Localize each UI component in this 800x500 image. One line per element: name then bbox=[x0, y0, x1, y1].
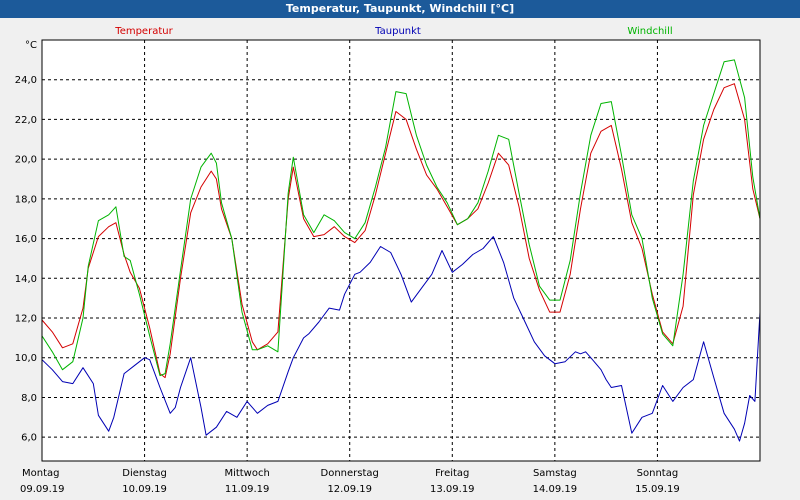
x-tick-weekday: Samstag bbox=[533, 468, 577, 479]
windchill-line bbox=[41, 59, 761, 377]
legend-temperatur: Temperatur bbox=[114, 26, 173, 37]
temperature-line bbox=[41, 83, 761, 379]
x-tick-date: 11.09.19 bbox=[225, 484, 270, 495]
legend: Temperatur Taupunkt Windchill bbox=[114, 26, 672, 37]
y-tick-label: 8,0 bbox=[21, 393, 37, 404]
y-tick-label: 14,0 bbox=[15, 274, 37, 285]
x-tick-weekday: Freitag bbox=[435, 468, 469, 479]
plot-background bbox=[42, 40, 760, 461]
y-tick-label: 16,0 bbox=[15, 234, 37, 245]
y-tick-label: 22,0 bbox=[15, 115, 37, 126]
legend-taupunkt: Taupunkt bbox=[374, 26, 421, 37]
y-tick-labels: 6,0 8,0 10,0 12,0 14,0 16,0 18,0 20,0 22,0 24,0 bbox=[15, 75, 37, 443]
x-tick-labels: Montag 09.09.19 Dienstag 10.09.19 Mittwoch 11… bbox=[20, 468, 680, 495]
x-tick-weekday: Montag bbox=[22, 468, 59, 479]
y-tick-label: 24,0 bbox=[15, 75, 37, 86]
x-tick-weekday: Donnerstag bbox=[321, 468, 379, 479]
x-tick-date: 14.09.19 bbox=[533, 484, 578, 495]
dewpoint-line bbox=[41, 236, 761, 442]
y-tick-label: 6,0 bbox=[21, 433, 37, 444]
x-tick-weekday: Dienstag bbox=[122, 468, 167, 479]
series-lines bbox=[41, 59, 761, 442]
x-tick-date: 09.09.19 bbox=[20, 484, 65, 495]
x-tick-weekday: Sonntag bbox=[637, 468, 679, 479]
x-tick-weekday: Mittwoch bbox=[224, 468, 269, 479]
x-tick-date: 13.09.19 bbox=[430, 484, 475, 495]
legend-windchill: Windchill bbox=[627, 26, 672, 37]
y-axis-label: °C bbox=[25, 40, 37, 51]
plot-frame bbox=[41, 39, 761, 462]
x-tick-date: 12.09.19 bbox=[327, 484, 372, 495]
chart-title: Temperatur, Taupunkt, Windchill [°C] bbox=[0, 0, 800, 18]
grid-lines bbox=[42, 40, 760, 461]
y-tick-label: 10,0 bbox=[15, 353, 37, 364]
y-tick-label: 20,0 bbox=[15, 155, 37, 166]
y-tick-label: 12,0 bbox=[15, 314, 37, 325]
y-tick-label: 18,0 bbox=[15, 194, 37, 205]
x-tick-date: 15.09.19 bbox=[635, 484, 680, 495]
chart-area: 6,0 8,0 10,0 12,0 14,0 16,0 18,0 20,0 22,0 24,0 M… bbox=[15, 26, 761, 495]
x-tick-date: 10.09.19 bbox=[122, 484, 167, 495]
